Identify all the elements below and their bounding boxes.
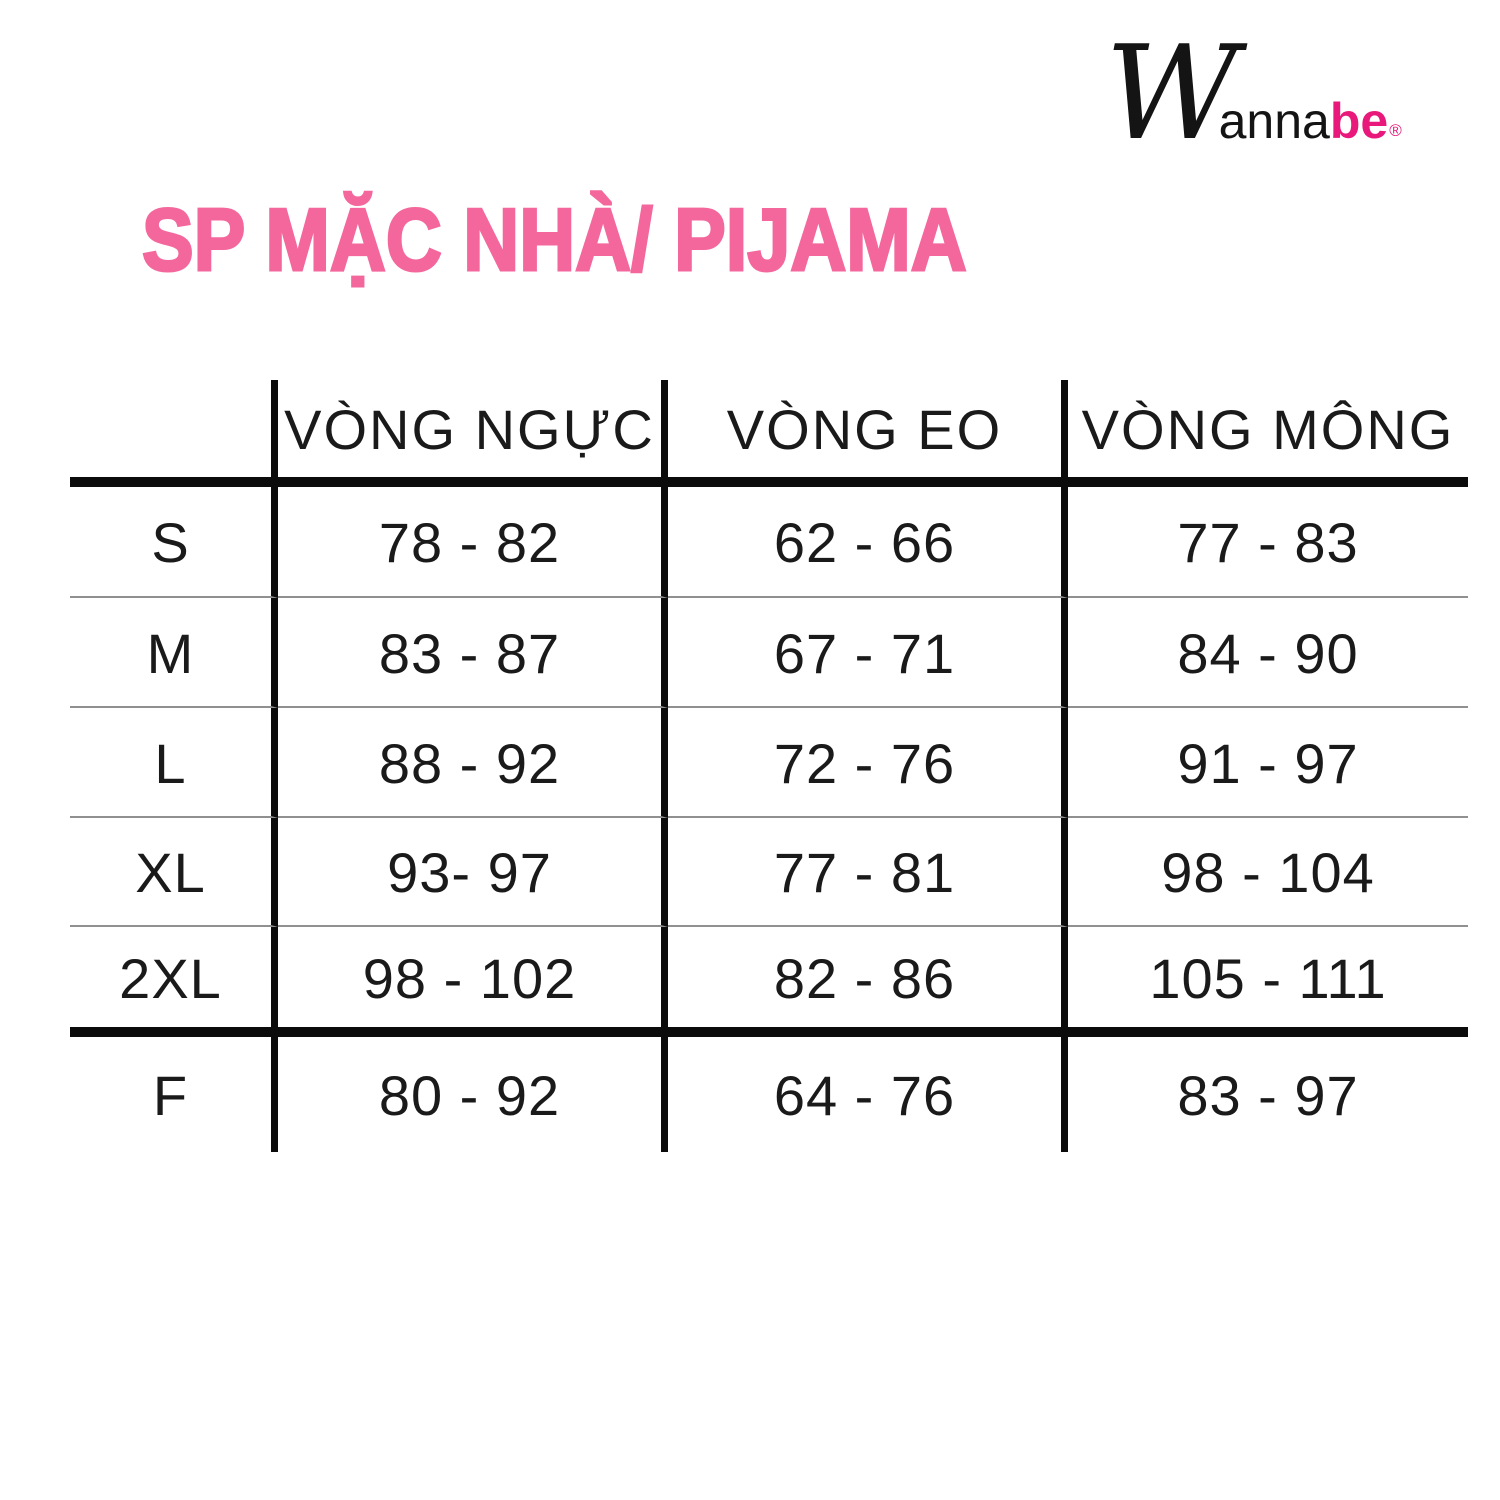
registered-mark-icon: ®: [1389, 121, 1402, 140]
waist-value: 82 - 86: [668, 927, 1068, 1037]
logo-text-be: be: [1329, 93, 1389, 149]
bust-value: 98 - 102: [278, 927, 668, 1037]
bust-value: 78 - 82: [278, 487, 668, 598]
waist-value: 67 - 71: [668, 598, 1068, 708]
waist-value: 64 - 76: [668, 1037, 1068, 1152]
size-label: M: [70, 598, 278, 708]
hip-value: 84 - 90: [1068, 598, 1468, 708]
size-label: L: [70, 708, 278, 818]
hip-value: 105 - 111: [1068, 927, 1468, 1037]
col-header-waist: VÒNG EO: [668, 380, 1068, 487]
logo-script-w: W: [1105, 17, 1239, 169]
size-label: 2XL: [70, 927, 278, 1037]
hip-value: 91 - 97: [1068, 708, 1468, 818]
bust-value: 93- 97: [278, 818, 668, 927]
bust-value: 83 - 87: [278, 598, 668, 708]
waist-value: 72 - 76: [668, 708, 1068, 818]
col-header-hip: VÒNG MÔNG: [1068, 380, 1468, 487]
bust-value: 88 - 92: [278, 708, 668, 818]
brand-logo: W anna be ®: [1105, 28, 1402, 158]
waist-value: 62 - 66: [668, 487, 1068, 598]
waist-value: 77 - 81: [668, 818, 1068, 927]
size-label: F: [70, 1037, 278, 1152]
size-label: XL: [70, 818, 278, 927]
col-header-bust: VÒNG NGỰC: [278, 380, 668, 487]
hip-value: 83 - 97: [1177, 1064, 1359, 1127]
logo-text-anna: anna: [1218, 93, 1330, 149]
bust-value: 80 - 92: [278, 1037, 668, 1152]
hip-value: 98 - 104: [1068, 818, 1468, 927]
page-title: SP MẶC NHÀ/ PIJAMA: [141, 190, 968, 290]
size-chart-table: VÒNG NGỰC VÒNG EO VÒNG MÔNG S 78 - 82 62…: [70, 380, 1468, 1152]
size-label: S: [70, 487, 278, 598]
hip-value: 77 - 83: [1068, 487, 1468, 598]
corner-cell: [70, 380, 278, 487]
